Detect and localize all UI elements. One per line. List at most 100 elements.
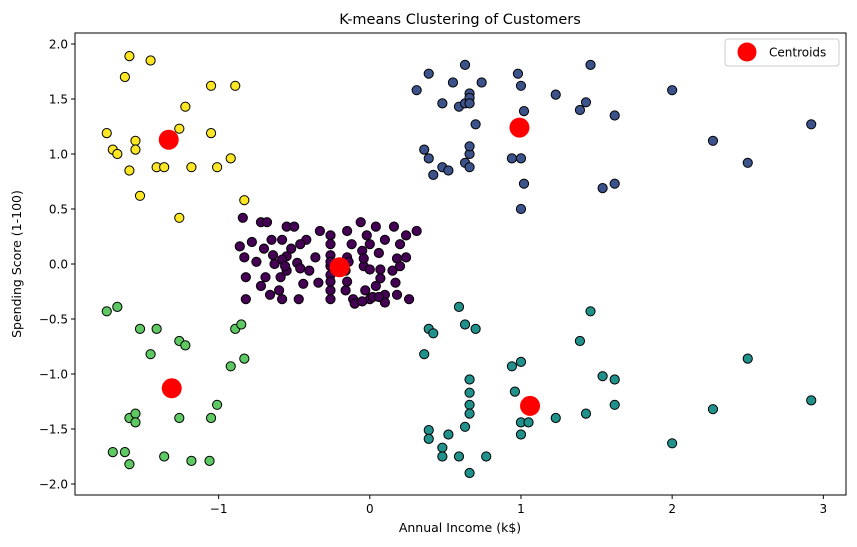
data-point-cluster-4 (205, 128, 217, 139)
data-point-cluster-2 (459, 421, 471, 432)
data-point-cluster-0 (260, 272, 271, 283)
y-tick-label: 2.0 (49, 37, 68, 51)
data-point-cluster-0 (379, 234, 391, 245)
data-point-cluster-4 (239, 195, 250, 206)
data-point-cluster-0 (298, 278, 309, 289)
data-point-cluster-0 (295, 239, 306, 250)
data-point-cluster-0 (275, 272, 286, 283)
x-tick-label: 2 (668, 502, 676, 516)
data-point-cluster-2 (597, 371, 608, 382)
data-point-cluster-2 (464, 399, 475, 410)
data-point-cluster-1 (419, 144, 430, 155)
data-point-cluster-1 (518, 178, 530, 189)
data-point-cluster-0 (273, 285, 285, 296)
y-tick-label: 0.0 (49, 257, 68, 271)
data-point-cluster-1 (609, 178, 620, 189)
data-point-cluster-0 (239, 252, 250, 263)
data-point-cluster-3 (225, 361, 236, 372)
data-point-cluster-0 (255, 280, 267, 292)
data-point-cluster-4 (101, 128, 112, 139)
data-point-cluster-2 (580, 408, 592, 419)
y-tick-label: −1.0 (39, 367, 68, 381)
data-point-cluster-3 (112, 301, 123, 312)
data-point-cluster-1 (506, 153, 517, 164)
data-point-cluster-0 (400, 252, 412, 263)
data-point-cluster-1 (515, 80, 527, 91)
data-point-cluster-1 (707, 135, 719, 146)
data-point-cluster-2 (459, 319, 471, 330)
data-point-cluster-0 (325, 239, 336, 250)
data-point-cluster-0 (280, 261, 291, 272)
x-tick-label: 1 (517, 502, 525, 516)
data-point-cluster-0 (387, 265, 398, 276)
data-point-cluster-2 (574, 335, 586, 347)
data-point-cluster-0 (364, 264, 375, 275)
data-point-cluster-0 (342, 225, 353, 237)
x-axis-label: Annual Income (k$) (399, 520, 521, 535)
data-point-cluster-0 (411, 225, 422, 237)
data-point-cluster-0 (264, 289, 276, 300)
data-point-cluster-0 (234, 241, 245, 252)
data-point-cluster-1 (512, 68, 524, 79)
data-point-cluster-3 (130, 417, 141, 428)
y-tick-label: −2.0 (39, 477, 68, 491)
data-point-cluster-4 (119, 71, 130, 83)
centroid-marker (329, 257, 350, 278)
data-point-cluster-0 (404, 294, 415, 305)
centroid-marker (520, 395, 541, 416)
data-point-cluster-2 (609, 399, 620, 410)
data-point-cluster-2 (470, 323, 481, 334)
data-point-cluster-0 (258, 243, 270, 254)
x-tick-label: 3 (820, 502, 828, 516)
centroid-marker (509, 117, 530, 138)
data-point-cluster-0 (240, 294, 251, 305)
centroid-marker (158, 129, 179, 150)
data-point-cluster-1 (459, 59, 471, 71)
data-point-cluster-0 (277, 234, 288, 245)
data-point-cluster-0 (261, 217, 273, 228)
data-point-cluster-3 (145, 349, 156, 360)
data-point-cluster-0 (394, 261, 406, 272)
data-point-cluster-0 (373, 291, 384, 303)
data-point-cluster-1 (515, 203, 527, 215)
data-point-cluster-2 (707, 404, 719, 415)
data-point-cluster-2 (509, 386, 521, 397)
y-axis-label: Spending Score (1-100) (9, 190, 24, 338)
data-point-cluster-2 (515, 356, 527, 367)
data-point-cluster-0 (340, 285, 351, 296)
data-point-cluster-1 (609, 110, 620, 121)
data-point-cluster-0 (310, 252, 321, 263)
data-point-cluster-0 (364, 239, 375, 250)
data-point-cluster-2 (609, 374, 620, 385)
data-point-cluster-2 (419, 349, 430, 360)
data-point-cluster-0 (355, 217, 366, 228)
data-point-cluster-1 (443, 165, 454, 176)
y-tick-label: −0.5 (39, 312, 68, 326)
data-point-cluster-4 (180, 101, 191, 112)
data-point-cluster-2 (428, 328, 439, 339)
data-point-cluster-2 (423, 433, 434, 444)
data-point-cluster-4 (230, 80, 241, 91)
data-point-cluster-1 (428, 169, 439, 180)
data-point-cluster-3 (134, 323, 146, 334)
data-point-cluster-0 (375, 264, 386, 275)
data-point-cluster-0 (314, 225, 326, 237)
data-point-cluster-0 (295, 263, 306, 274)
data-point-cluster-2 (464, 374, 475, 385)
data-point-cluster-4 (212, 162, 223, 173)
data-point-cluster-0 (325, 285, 336, 296)
data-point-cluster-0 (289, 221, 300, 232)
data-point-cluster-2 (453, 451, 465, 462)
data-point-cluster-3 (124, 459, 135, 470)
data-point-cluster-3 (180, 340, 191, 351)
data-point-cluster-2 (667, 438, 678, 449)
data-point-cluster-3 (236, 319, 247, 330)
data-point-cluster-2 (523, 417, 534, 428)
data-point-cluster-1 (423, 68, 434, 79)
data-point-cluster-4 (112, 148, 123, 160)
data-point-cluster-3 (130, 408, 141, 419)
centroid-marker (161, 378, 182, 399)
x-axis-ticks: −1 0 1 2 3 (210, 495, 827, 516)
data-point-cluster-4 (159, 162, 170, 173)
